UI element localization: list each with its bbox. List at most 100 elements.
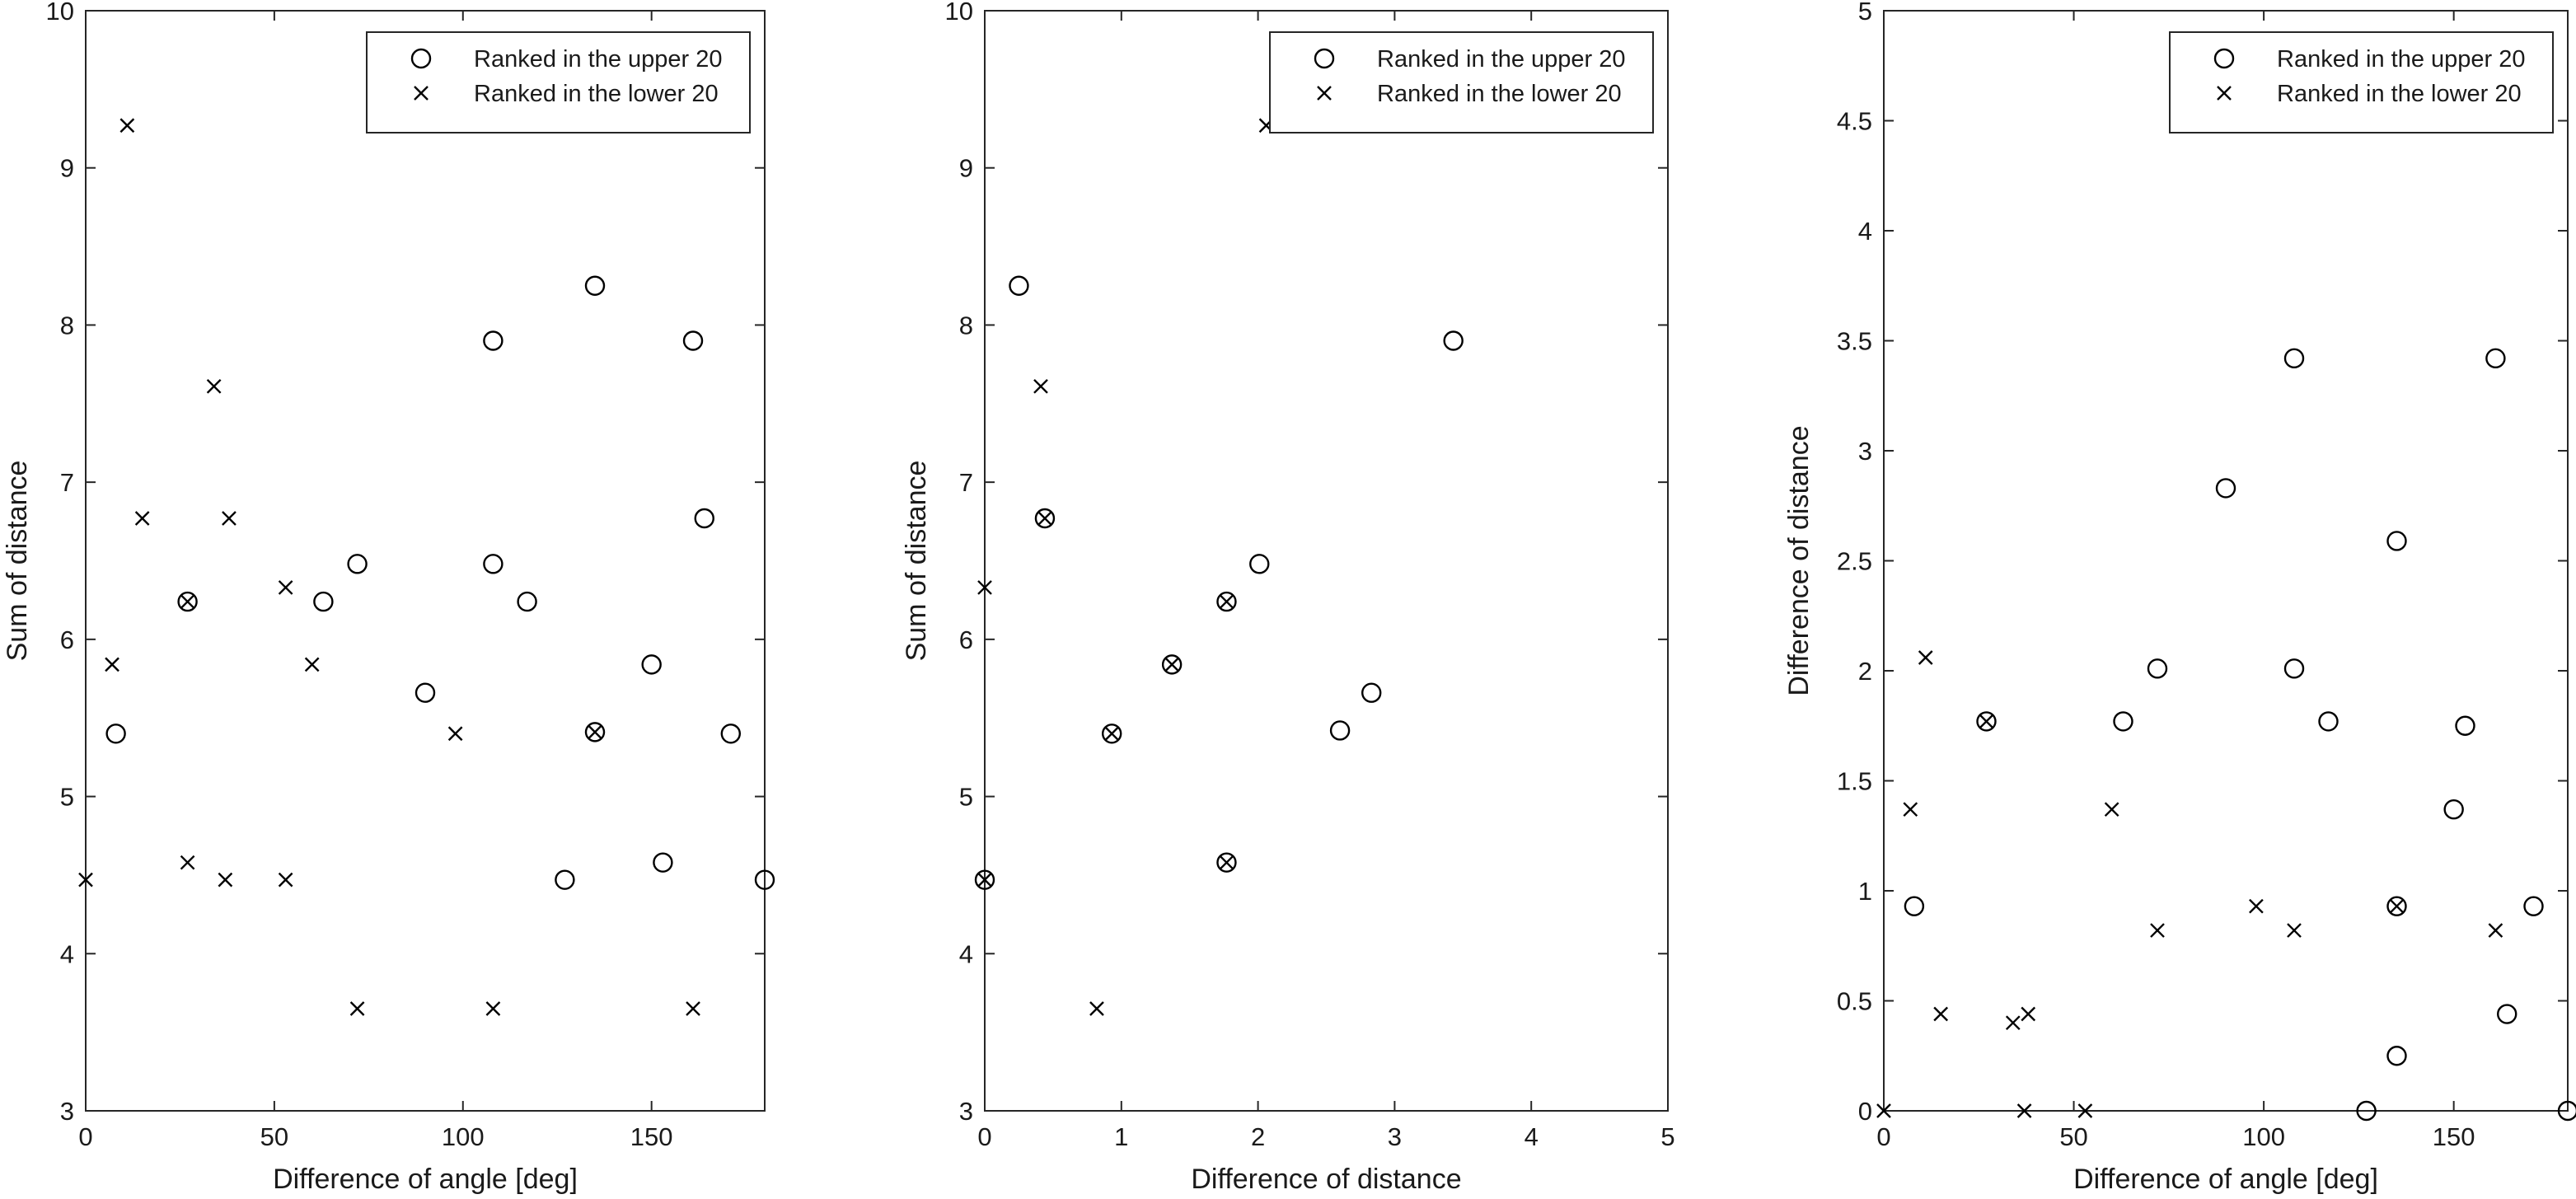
point-lower-20 — [1089, 1001, 1104, 1016]
y-axis-title: Sum of distance — [901, 461, 932, 662]
point-upper-20 — [177, 591, 198, 612]
data-points — [974, 118, 1464, 1016]
y-tick-label: 6 — [60, 625, 74, 654]
legend-cross-marker — [1317, 86, 1332, 101]
point-lower-20 — [588, 724, 602, 740]
point-lower-20 — [447, 726, 463, 742]
point-lower-20 — [218, 872, 233, 888]
point-lower-20 — [119, 118, 135, 133]
point-upper-20 — [1443, 330, 1464, 351]
y-tick-label: 3 — [60, 1097, 74, 1126]
point-lower-20 — [105, 657, 119, 672]
x-tick-label: 100 — [2242, 1122, 2285, 1151]
y-tick-label: 8 — [959, 311, 973, 340]
y-tick-label: 9 — [959, 154, 973, 183]
point-upper-20 — [1904, 896, 1925, 916]
point-lower-20 — [2005, 1015, 2021, 1031]
point-upper-20 — [2147, 658, 2168, 679]
point-upper-20 — [2557, 1100, 2576, 1122]
point-upper-20 — [1329, 720, 1351, 741]
point-upper-20 — [754, 869, 775, 890]
point-upper-20 — [2386, 531, 2407, 551]
point-upper-20 — [483, 554, 503, 574]
chart-panel-3: 0 50 100 150 0 0.5 1 1.5 2 2.5 3 3.5 4 4.5 5 Difference… — [1783, 0, 2576, 1195]
legend-cross-marker — [414, 86, 429, 101]
y-tick-label: 1 — [1858, 877, 1872, 906]
x-tick-label: 5 — [1660, 1122, 1674, 1151]
point-upper-20 — [1249, 554, 1270, 574]
y-tick-label: 6 — [959, 625, 973, 654]
x-tick-label: 0 — [977, 1122, 991, 1151]
point-lower-20 — [206, 378, 222, 394]
point-lower-20 — [1876, 1103, 1891, 1118]
point-lower-20 — [2249, 898, 2264, 914]
y-tick-label: 3 — [1858, 437, 1872, 466]
legend-label: Ranked in the upper 20 — [1377, 46, 1626, 73]
point-lower-20 — [2104, 802, 2119, 817]
x-tick-label: 0 — [78, 1122, 92, 1151]
point-lower-20 — [2287, 923, 2302, 938]
y-tick-label: 9 — [60, 154, 74, 183]
x-tick-label: 0 — [1876, 1122, 1890, 1151]
point-upper-20 — [720, 724, 741, 744]
point-upper-20 — [974, 869, 995, 890]
y-tick-label: 0.5 — [1837, 987, 1872, 1016]
point-lower-20 — [134, 511, 150, 526]
point-upper-20 — [1361, 682, 1382, 703]
x-tick-label: 100 — [442, 1122, 485, 1151]
y-tick-label: 8 — [60, 311, 74, 340]
legend-label: Ranked in the lower 20 — [474, 81, 719, 107]
x-axis-title: Difference of angle [deg] — [273, 1164, 578, 1195]
point-upper-20 — [2283, 348, 2305, 369]
x-tick-label: 150 — [630, 1122, 673, 1151]
point-lower-20 — [1037, 511, 1052, 526]
point-lower-20 — [1033, 378, 1048, 394]
point-upper-20 — [1161, 654, 1183, 675]
legend-label: Ranked in the upper 20 — [474, 46, 723, 73]
y-tick-label: 10 — [46, 0, 74, 26]
point-upper-20 — [1101, 724, 1122, 744]
y-tick-label: 1.5 — [1837, 767, 1872, 796]
point-upper-20 — [517, 591, 537, 612]
legend-box — [366, 31, 751, 133]
point-lower-20 — [2150, 923, 2165, 938]
point-upper-20 — [415, 682, 436, 703]
y-axis-title: Sum of distance — [2, 461, 33, 662]
y-tick-label: 0 — [1858, 1097, 1872, 1126]
y-tick-label: 3.5 — [1837, 327, 1872, 356]
point-lower-20 — [78, 872, 93, 888]
point-lower-20 — [1219, 855, 1234, 870]
point-lower-20 — [2077, 1103, 2093, 1118]
point-lower-20 — [180, 594, 195, 609]
data-points — [78, 118, 775, 1016]
point-upper-20 — [483, 330, 503, 351]
y-tick-label: 7 — [60, 468, 74, 497]
y-tick-label: 5 — [60, 783, 74, 812]
legend-cross-marker — [2217, 86, 2232, 101]
point-upper-20 — [2283, 658, 2305, 679]
point-upper-20 — [347, 554, 368, 574]
point-lower-20 — [222, 511, 237, 526]
chart-panel-2: 0 1 2 3 4 5 3 4 5 6 7 8 9 10 Difference of distance Sum… — [901, 0, 1675, 1195]
x-axis-title: Difference of distance — [1191, 1164, 1461, 1195]
y-tick-label: 7 — [959, 468, 973, 497]
point-upper-20 — [2497, 1004, 2517, 1024]
legend-circle-marker — [1314, 48, 1335, 69]
point-upper-20 — [2485, 348, 2506, 369]
point-upper-20 — [584, 275, 606, 296]
x-axis-title: Difference of angle [deg] — [2073, 1164, 2378, 1195]
point-upper-20 — [682, 330, 704, 351]
y-tick-label: 5 — [1858, 0, 1872, 26]
point-upper-20 — [2455, 715, 2475, 736]
point-upper-20 — [2356, 1100, 2377, 1122]
y-tick-label: 4 — [60, 939, 74, 968]
legend-label: Ranked in the lower 20 — [2277, 81, 2522, 107]
point-upper-20 — [313, 591, 334, 612]
legend-circle-marker — [410, 48, 432, 69]
point-lower-20 — [2488, 923, 2503, 938]
y-tick-label: 4 — [959, 939, 973, 968]
y-tick-label: 5 — [959, 783, 973, 812]
point-upper-20 — [2215, 478, 2236, 499]
x-tick-label: 50 — [2059, 1122, 2087, 1151]
point-upper-20 — [2318, 711, 2339, 732]
